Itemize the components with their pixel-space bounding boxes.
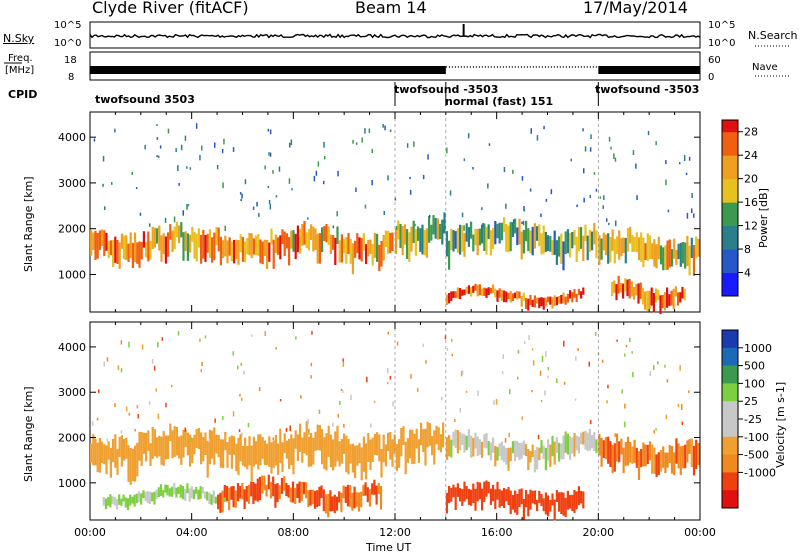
freq-label: Freq. [8, 53, 33, 64]
freq-left-tick-top: 18 [64, 55, 77, 66]
echo-band [445, 480, 585, 521]
echo-band [217, 474, 383, 518]
y-tick-label: 3000 [58, 177, 86, 190]
power-colorbar: 28 24 20 16 12 8 4 [721, 119, 758, 297]
cpid-segment-label: twofsound -3503 [595, 83, 700, 96]
echo-band [445, 283, 585, 311]
colorbar-tick-label: 28 [744, 126, 758, 139]
colorbar-tick-label: 25 [744, 395, 758, 408]
colorbar-tick-label: 8 [744, 243, 751, 256]
colorbar-tick-label: 4 [744, 267, 751, 280]
noise-right-tick-top: 10^5 [708, 20, 736, 31]
x-tick-label: 12:00 [379, 526, 411, 539]
echo-band [90, 221, 394, 275]
x-tick-label: 00:00 [74, 526, 106, 539]
colorbar-tick-label: 20 [744, 173, 758, 186]
echo-band [395, 212, 446, 262]
freq-trace-segment [598, 66, 700, 74]
noise-left-tick-top: 10^5 [54, 20, 82, 31]
colorbar-tick-label: 24 [744, 149, 758, 162]
freq-right-tick-bottom: 0 [708, 72, 715, 83]
echo-band [611, 275, 686, 315]
y-tick-label: 2000 [58, 223, 86, 236]
colorbar-tick-label: 100 [744, 377, 765, 390]
colorbar-tick-label: 12 [744, 220, 758, 233]
x-tick-label: 08:00 [277, 526, 309, 539]
x-tick-label: 04:00 [176, 526, 208, 539]
y-tick-label: 1000 [58, 268, 86, 281]
y-tick-label: 1000 [58, 477, 86, 490]
colorbar-tick-label: 16 [744, 196, 758, 209]
x-axis-title: Time UT [366, 541, 412, 554]
cpid-segment-label: twofsound 3503 [95, 93, 195, 106]
cpid-label: CPID [8, 88, 38, 101]
y-tick-label: 2000 [58, 432, 86, 445]
noise-sky-label: N.Sky [3, 32, 35, 45]
noise-search-label: N.Search [748, 29, 798, 42]
plot-frame [89, 111, 701, 313]
colorbar-tick-label: -500 [744, 449, 769, 462]
noise-right-tick-bottom: 10^0 [708, 38, 736, 49]
date-title: 17/May/2014 [583, 0, 688, 17]
echo-band [445, 217, 598, 271]
colorbar-tick-label: 500 [744, 360, 765, 373]
colorbar-frame [721, 119, 739, 297]
y-tick-label: 4000 [58, 131, 86, 144]
colorbar-tick-label: 1000 [744, 342, 772, 355]
colorbar-tick-label: -25 [744, 413, 762, 426]
beam-title: Beam 14 [355, 0, 427, 17]
colorbar-tick-label: -1000 [744, 466, 776, 479]
echo-band [598, 226, 700, 276]
freq-right-tick-top: 60 [708, 55, 721, 66]
y-tick-label: 3000 [58, 386, 86, 399]
cpid-segment-label: normal (fast) 151 [445, 95, 554, 108]
x-tick-label: 00:00 [684, 526, 716, 539]
freq-left-tick-bottom: 8 [68, 72, 75, 83]
echo-band [90, 421, 445, 485]
x-tick-label: 16:00 [481, 526, 513, 539]
echo-band [445, 428, 598, 473]
velocity-plot: 1000 2000 3000 4000 [58, 321, 701, 521]
freq-unit-label: [MHz] [5, 65, 35, 76]
colorbar-tick-label: -100 [744, 431, 769, 444]
power-plot: 1000 2000 3000 4000 [58, 111, 701, 315]
x-tick-label: 20:00 [582, 526, 614, 539]
station-title: Clyde River (fitACF) [92, 0, 249, 17]
y-tick-label: 4000 [58, 341, 86, 354]
nave-label: Nave [752, 62, 778, 73]
velocity-colorbar: 1000 500 100 25 -25 -100 -500 -1000 [721, 329, 776, 509]
freq-trace-segment [90, 66, 446, 74]
echo-band [598, 433, 700, 480]
noise-left-tick-bottom: 10^0 [54, 38, 82, 49]
noise-sky-line [89, 33, 701, 39]
